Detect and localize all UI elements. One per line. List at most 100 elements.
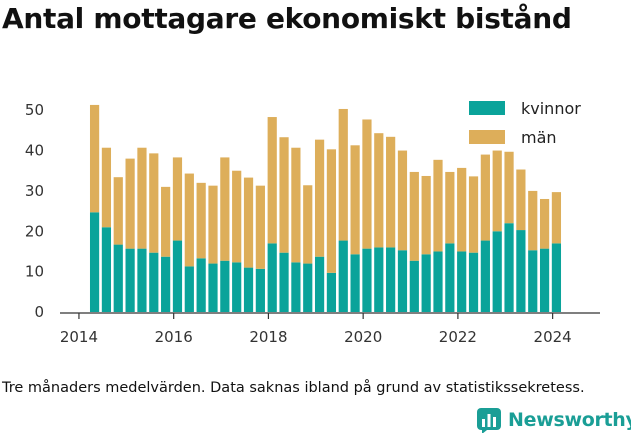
x-tick-label: 2014 — [60, 328, 98, 346]
bar-kvinnor — [208, 263, 218, 312]
bar-kvinnor — [255, 268, 265, 312]
bar-man — [362, 119, 372, 249]
bar-chart-logo-icon — [477, 408, 501, 433]
bar-man — [101, 147, 112, 228]
bar-man — [89, 104, 100, 213]
bar-kvinnor — [445, 243, 455, 312]
bar-kvinnor — [184, 266, 194, 312]
legend-swatch — [469, 101, 505, 115]
y-tick-label: 0 — [34, 303, 44, 321]
bar-kvinnor — [386, 247, 396, 312]
bar-kvinnor — [409, 260, 419, 312]
bar-kvinnor — [457, 251, 467, 312]
y-tick-label: 20 — [25, 222, 44, 240]
bar-man — [243, 177, 254, 268]
bar-man — [172, 157, 183, 241]
bar-kvinnor — [468, 252, 479, 312]
bar-kvinnor — [137, 248, 147, 312]
bar-kvinnor — [267, 243, 277, 312]
bar-man — [539, 198, 550, 249]
bar-kvinnor — [539, 248, 550, 312]
bar-kvinnor — [362, 248, 372, 312]
bar-man — [504, 151, 514, 224]
bar-man — [421, 175, 431, 255]
bar-kvinnor — [172, 240, 183, 312]
bar-kvinnor — [291, 262, 301, 312]
bar-man — [516, 169, 526, 231]
bar-kvinnor — [161, 256, 171, 312]
caption: Tre månaders medelvärden. Data saknas ib… — [2, 380, 585, 396]
legend-label: kvinnor — [521, 99, 581, 118]
bar-man — [184, 173, 194, 267]
y-tick-label: 10 — [25, 263, 44, 281]
bar-man — [492, 150, 502, 232]
bar-man — [433, 159, 443, 252]
x-axis: 2014 2016 2018 2020 2022 2024 — [60, 313, 572, 346]
bar-man — [220, 157, 230, 261]
bar-kvinnor — [326, 272, 337, 312]
bar-man — [291, 147, 301, 263]
brand-name: Newsworthy — [508, 409, 631, 431]
x-tick-label: 2020 — [344, 328, 382, 346]
legend: kvinnor män — [469, 99, 581, 147]
y-tick-label: 50 — [25, 101, 44, 119]
bar-kvinnor — [232, 262, 242, 312]
bar-man — [232, 170, 242, 263]
bars — [89, 104, 562, 312]
bar-man — [468, 176, 479, 253]
y-axis: 0 10 20 30 40 50 — [25, 101, 44, 321]
bar-man — [279, 137, 289, 253]
bar-man — [480, 154, 490, 241]
bar-man — [208, 185, 218, 264]
x-tick-label: 2016 — [155, 328, 193, 346]
bar-man — [386, 136, 396, 248]
bar-kvinnor — [196, 258, 206, 312]
bar-man — [125, 158, 135, 249]
legend-label: män — [521, 128, 557, 147]
bar-kvinnor — [314, 256, 325, 312]
bar-man — [161, 186, 171, 257]
bar-kvinnor — [101, 227, 112, 312]
bar-kvinnor — [303, 263, 313, 312]
bar-kvinnor — [492, 231, 502, 312]
bar-kvinnor — [89, 212, 100, 312]
bar-man — [303, 185, 313, 264]
bar-man — [350, 145, 360, 255]
bar-kvinnor — [350, 254, 360, 312]
y-tick-label: 40 — [25, 142, 44, 160]
bar-kvinnor — [374, 247, 384, 312]
bar-kvinnor — [551, 243, 562, 312]
bar-man — [528, 190, 538, 251]
legend-swatch — [469, 130, 505, 144]
bar-kvinnor — [338, 240, 348, 312]
bar-kvinnor — [528, 250, 538, 312]
bar-man — [397, 150, 408, 251]
bar-man — [457, 167, 467, 252]
bar-man — [338, 108, 348, 241]
x-tick-label: 2018 — [249, 328, 287, 346]
bar-kvinnor — [504, 223, 514, 312]
bar-man — [314, 139, 325, 257]
bar-kvinnor — [516, 230, 526, 312]
bar-man — [113, 177, 123, 245]
brand-logo[interactable]: Newsworthy — [476, 407, 631, 433]
bar-kvinnor — [433, 251, 443, 312]
bar-man — [196, 182, 206, 259]
bar-kvinnor — [149, 252, 159, 312]
bar-kvinnor — [397, 250, 408, 312]
bar-kvinnor — [421, 254, 431, 312]
bar-man — [445, 171, 455, 244]
bar-kvinnor — [113, 244, 123, 312]
bar-man — [326, 149, 337, 273]
bar-kvinnor — [243, 267, 254, 312]
bar-kvinnor — [125, 248, 135, 312]
bar-kvinnor — [279, 252, 289, 312]
bar-man — [255, 185, 265, 269]
bar-kvinnor — [480, 240, 490, 312]
bar-man — [267, 117, 277, 244]
x-tick-label: 2024 — [534, 328, 572, 346]
bar-man — [551, 192, 562, 244]
bar-man — [137, 147, 147, 249]
bar-man — [149, 153, 159, 253]
